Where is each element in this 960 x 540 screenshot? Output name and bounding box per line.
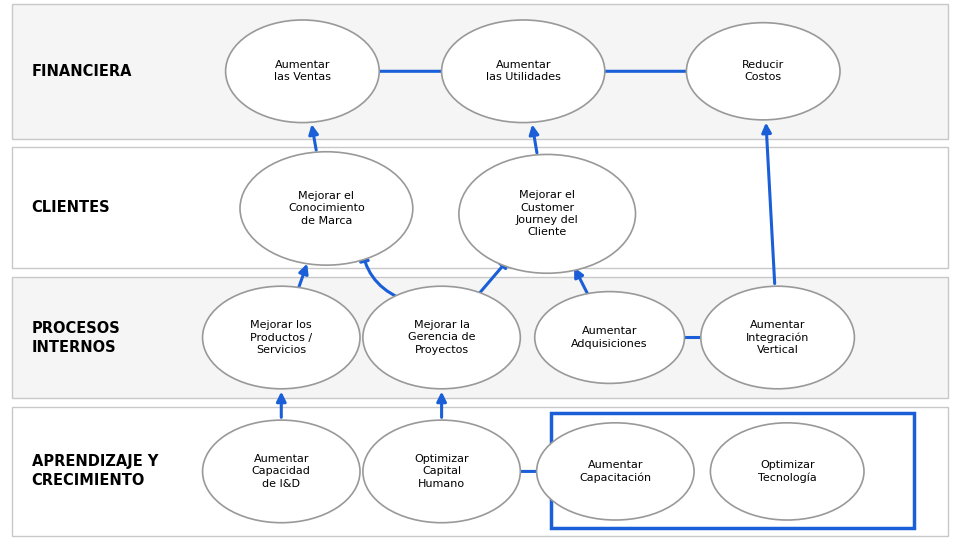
Ellipse shape xyxy=(537,423,694,520)
Ellipse shape xyxy=(226,20,379,123)
Ellipse shape xyxy=(686,23,840,120)
Text: Optimizar
Tecnología: Optimizar Tecnología xyxy=(757,460,817,483)
FancyBboxPatch shape xyxy=(12,4,948,139)
Ellipse shape xyxy=(701,286,854,389)
Ellipse shape xyxy=(710,423,864,520)
Text: Aumentar
Integración
Vertical: Aumentar Integración Vertical xyxy=(746,320,809,355)
Text: FINANCIERA: FINANCIERA xyxy=(32,64,132,79)
Text: Mejorar el
Conocimiento
de Marca: Mejorar el Conocimiento de Marca xyxy=(288,191,365,226)
Ellipse shape xyxy=(535,292,684,383)
FancyBboxPatch shape xyxy=(12,147,948,268)
Ellipse shape xyxy=(203,286,360,389)
Text: Optimizar
Capital
Humano: Optimizar Capital Humano xyxy=(415,454,468,489)
Text: Reducir
Costos: Reducir Costos xyxy=(742,60,784,83)
Text: Aumentar
Adquisiciones: Aumentar Adquisiciones xyxy=(571,326,648,349)
Text: Aumentar
Capacitación: Aumentar Capacitación xyxy=(579,460,652,483)
Text: Mejorar los
Productos /
Servicios: Mejorar los Productos / Servicios xyxy=(251,320,312,355)
Text: Aumentar
las Ventas: Aumentar las Ventas xyxy=(274,60,331,83)
Ellipse shape xyxy=(363,420,520,523)
FancyBboxPatch shape xyxy=(12,277,948,398)
Text: Aumentar
Capacidad
de I&D: Aumentar Capacidad de I&D xyxy=(252,454,311,489)
Text: APRENDIZAJE Y
CRECIMIENTO: APRENDIZAJE Y CRECIMIENTO xyxy=(32,454,158,488)
Ellipse shape xyxy=(240,152,413,265)
Ellipse shape xyxy=(459,154,636,273)
Text: Mejorar la
Gerencia de
Proyectos: Mejorar la Gerencia de Proyectos xyxy=(408,320,475,355)
Ellipse shape xyxy=(442,20,605,123)
Ellipse shape xyxy=(363,286,520,389)
Text: PROCESOS
INTERNOS: PROCESOS INTERNOS xyxy=(32,321,120,355)
Text: Mejorar el
Customer
Journey del
Cliente: Mejorar el Customer Journey del Cliente xyxy=(516,190,579,238)
FancyBboxPatch shape xyxy=(12,407,948,536)
Text: Aumentar
las Utilidades: Aumentar las Utilidades xyxy=(486,60,561,83)
Ellipse shape xyxy=(203,420,360,523)
Text: CLIENTES: CLIENTES xyxy=(32,200,110,215)
